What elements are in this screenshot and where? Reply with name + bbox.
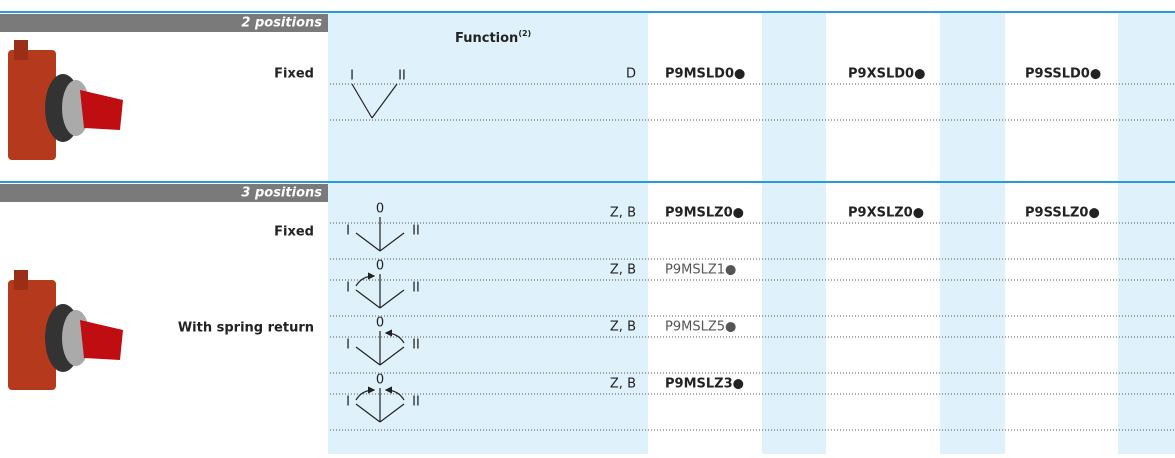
return-arrow bbox=[355, 272, 376, 287]
section-bar bbox=[0, 184, 328, 202]
diagram-line bbox=[379, 289, 405, 309]
reference: P9MSLZ1● bbox=[665, 263, 736, 278]
diagram-line bbox=[355, 346, 381, 366]
position-label: 0 bbox=[376, 259, 384, 274]
diagram-line bbox=[351, 83, 373, 119]
position-label: 0 bbox=[376, 373, 384, 388]
diagram-line bbox=[379, 403, 405, 423]
position-label: I bbox=[346, 224, 350, 239]
function-code: Z, B bbox=[610, 263, 636, 278]
reference: P9XSLZ0● bbox=[848, 206, 924, 221]
switch-diagram: 0I II bbox=[346, 202, 420, 252]
function-code: D bbox=[626, 67, 636, 82]
row-label: Fixed bbox=[274, 67, 314, 82]
product-photo bbox=[8, 40, 123, 160]
position-label: II bbox=[412, 338, 420, 353]
diagram-line bbox=[371, 83, 398, 119]
position-label: I bbox=[350, 69, 354, 84]
function-code: Z, B bbox=[610, 206, 636, 221]
reference: P9MSLD0● bbox=[665, 67, 745, 82]
reference: P9MSLZ0● bbox=[665, 206, 744, 221]
position-label: I bbox=[346, 338, 350, 353]
reference: P9MSLZ5● bbox=[665, 320, 736, 335]
switch-diagram: 0I II bbox=[346, 373, 420, 423]
position-label: I bbox=[346, 395, 350, 410]
return-arrow bbox=[384, 386, 405, 401]
position-label: 0 bbox=[376, 202, 384, 217]
switch-diagram: 0I II bbox=[346, 316, 420, 366]
reference: P9SSLZ0● bbox=[1025, 206, 1100, 221]
position-label: II bbox=[412, 224, 420, 239]
function-code: Z, B bbox=[610, 377, 636, 392]
diagram-line bbox=[355, 289, 381, 309]
section-title: 2 positions bbox=[241, 16, 322, 31]
position-label: II bbox=[412, 395, 420, 410]
row-label: Fixed bbox=[274, 225, 314, 240]
header-text: Function bbox=[455, 31, 518, 46]
reference: P9XSLD0● bbox=[848, 67, 925, 82]
position-label: II bbox=[412, 281, 420, 296]
column-stripes bbox=[328, 12, 1175, 454]
footnote-ref: (2) bbox=[518, 29, 531, 38]
return-arrow bbox=[355, 386, 376, 401]
position-label: I bbox=[346, 281, 350, 296]
position-label: 0 bbox=[376, 316, 384, 331]
section-bar bbox=[0, 14, 328, 32]
product-photo bbox=[8, 270, 123, 390]
column-header: Function(2) bbox=[455, 29, 531, 46]
reference: P9SSLD0● bbox=[1025, 67, 1101, 82]
function-code: Z, B bbox=[610, 320, 636, 335]
diagram-line bbox=[379, 346, 405, 366]
section-title: 3 positions bbox=[241, 186, 322, 201]
reference: P9MSLZ3● bbox=[665, 377, 744, 392]
switch-diagram: 0I II bbox=[346, 259, 420, 309]
diagram-line bbox=[355, 403, 381, 423]
return-arrow bbox=[384, 329, 405, 344]
row-label: With spring return bbox=[178, 321, 314, 336]
diagram-line bbox=[379, 232, 405, 252]
switch-diagram: I II bbox=[350, 69, 406, 119]
diagram-line bbox=[355, 232, 381, 252]
position-label: II bbox=[398, 69, 406, 84]
